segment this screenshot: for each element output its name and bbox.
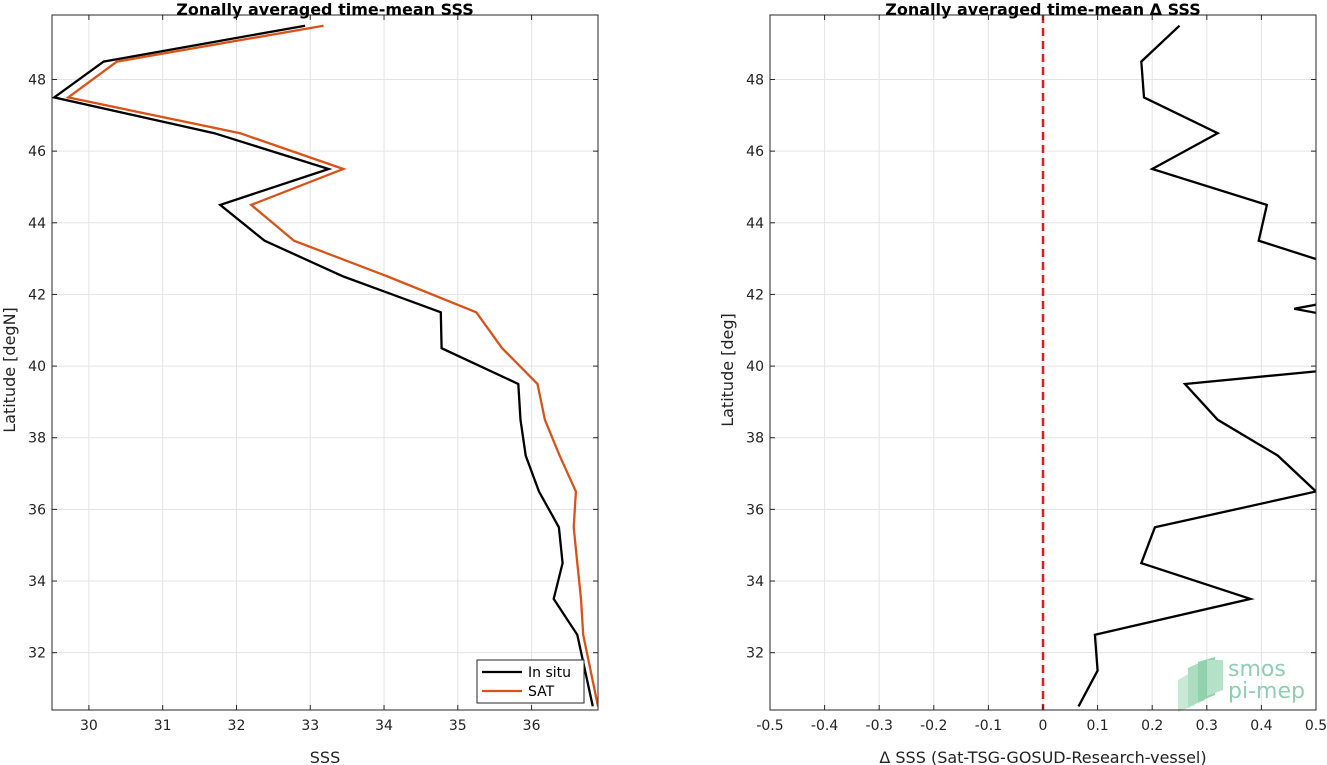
x-tick-label: -0.4 xyxy=(811,718,838,734)
logo-text-pi-mep: pi-mep xyxy=(1228,679,1305,704)
y-axis-label: Latitude [deg] xyxy=(718,313,737,427)
y-tick-label: 48 xyxy=(28,72,46,88)
y-tick-label: 36 xyxy=(746,502,764,518)
logo-icon xyxy=(1178,657,1223,712)
x-tick-label: 0.1 xyxy=(1086,718,1108,734)
x-axis-label: SSS xyxy=(310,748,340,765)
y-tick-label: 48 xyxy=(746,72,764,88)
y-tick-label: 46 xyxy=(746,144,764,160)
x-tick-label: -0.2 xyxy=(920,718,947,734)
x-tick-label: 31 xyxy=(154,718,172,734)
series-line-in-situ xyxy=(52,24,594,707)
series-line-delta-sss xyxy=(1077,24,1316,707)
y-tick-label: 46 xyxy=(28,144,46,160)
y-tick-label: 38 xyxy=(28,431,46,447)
legend-label-in-situ: In situ xyxy=(528,665,571,681)
delta-sss-profile-panel: smos pi-mep -0.5 -0.4 -0.3 -0.2 -0.1 0 0.1 0.2 0… xyxy=(718,0,1327,765)
x-tick-label: 0 xyxy=(1039,718,1048,734)
legend: In situ SAT xyxy=(476,659,585,704)
grid xyxy=(52,15,598,710)
x-tick-label: 34 xyxy=(375,718,393,734)
y-tick-label: 44 xyxy=(746,216,764,232)
y-tick-label: 32 xyxy=(28,646,46,662)
x-tick-label: -0.3 xyxy=(866,718,893,734)
x-tick-label: 0.3 xyxy=(1196,718,1218,734)
y-tick-label: 34 xyxy=(28,574,46,590)
y-tick-label: 40 xyxy=(28,359,46,375)
y-tick-label: 42 xyxy=(746,287,764,303)
y-tick-label: 44 xyxy=(28,216,46,232)
x-tick-label: 30 xyxy=(80,718,98,734)
x-tick-label: 0.5 xyxy=(1305,718,1327,734)
y-tick-label: 34 xyxy=(746,574,764,590)
x-tick-label: 35 xyxy=(449,718,467,734)
y-axis-label: Latitude [degN] xyxy=(0,307,19,433)
x-tick-label: 0.2 xyxy=(1141,718,1163,734)
x-tick-label: -0.5 xyxy=(756,718,783,734)
x-tick-label: 32 xyxy=(228,718,246,734)
y-tick-label: 38 xyxy=(746,431,764,447)
smos-pi-mep-logo: smos pi-mep xyxy=(1178,657,1305,712)
legend-label-sat: SAT xyxy=(528,684,555,700)
y-tick-label: 40 xyxy=(746,359,764,375)
x-tick-label: -0.1 xyxy=(975,718,1002,734)
chart-title: Zonally averaged time-mean SSS xyxy=(176,0,474,19)
x-tick-label: 33 xyxy=(301,718,319,734)
sss-profile-panel: 30 31 32 33 34 35 36 32 34 36 38 40 42 44 46 48 Zonally… xyxy=(0,0,599,765)
y-tick-label: 32 xyxy=(746,646,764,662)
x-axis-label: Δ SSS (Sat-TSG-GOSUD-Research-vessel) xyxy=(879,748,1206,765)
chart-title: Zonally averaged time-mean Δ SSS xyxy=(885,0,1201,19)
x-tick-label: 0.4 xyxy=(1250,718,1272,734)
y-tick-label: 42 xyxy=(28,287,46,303)
series-line-sat xyxy=(65,24,598,707)
legend-box xyxy=(476,659,585,704)
y-tick-label: 36 xyxy=(28,502,46,518)
x-tick-label: 36 xyxy=(523,718,541,734)
logo-text-smos: smos xyxy=(1228,657,1286,682)
